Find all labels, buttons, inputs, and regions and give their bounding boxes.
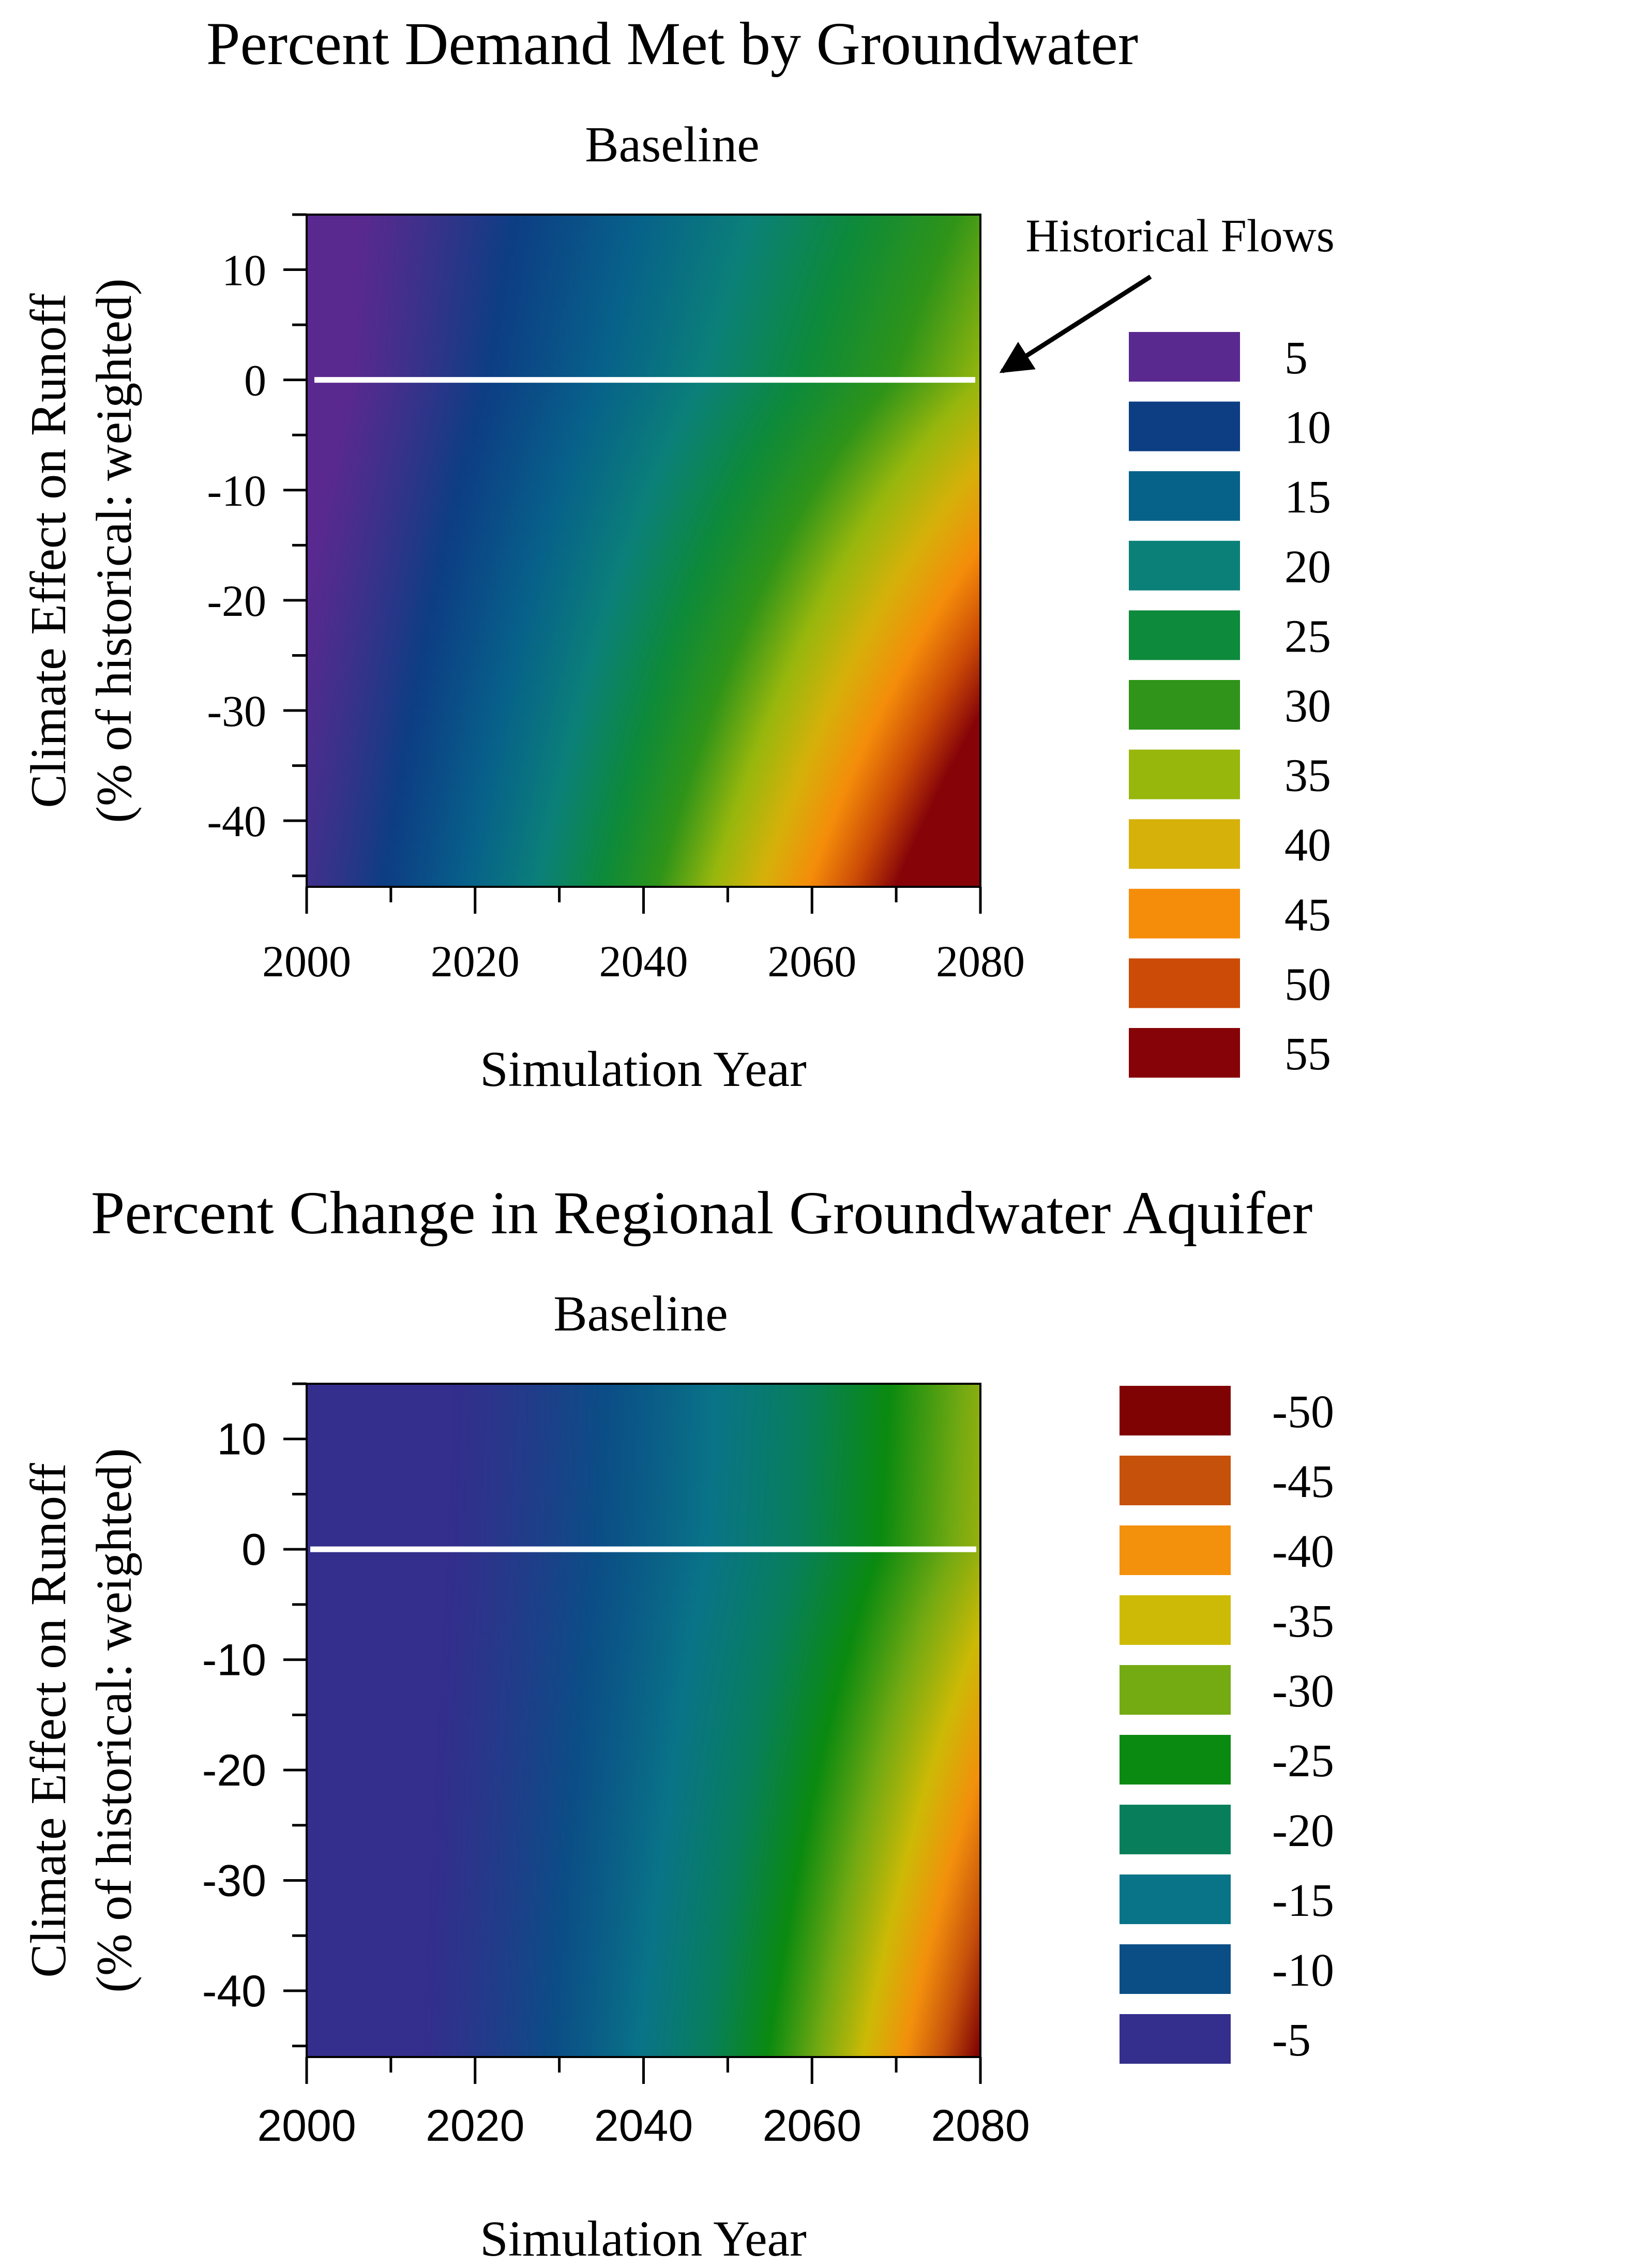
x-tick-label: 2040 xyxy=(594,2101,693,2151)
legend: 5 10 15 20 25 30 35 40 45 50 55 xyxy=(1129,332,1331,1080)
legend-label: -20 xyxy=(1272,1805,1334,1856)
x-axis-label: Simulation Year xyxy=(480,2211,807,2267)
x-tick-label: 2060 xyxy=(767,936,856,986)
x-axis: 2000 2020 2040 2060 2080 xyxy=(257,2057,1030,2151)
legend-swatch xyxy=(1120,1805,1231,1854)
legend-swatch xyxy=(1120,1456,1231,1505)
legend-swatch xyxy=(1129,471,1240,521)
legend-swatch xyxy=(1129,749,1240,799)
x-axis: 2000 2020 2040 2060 2080 xyxy=(262,887,1025,986)
legend-swatch xyxy=(1129,610,1240,660)
legend-swatch xyxy=(1129,888,1240,939)
legend-swatch xyxy=(1120,1735,1231,1785)
legend-label: 45 xyxy=(1284,889,1331,941)
chart-demand-met: Percent Demand Met by Groundwater Baseli… xyxy=(21,10,1335,1097)
legend-swatch xyxy=(1129,540,1240,591)
legend-label: 40 xyxy=(1284,820,1331,871)
chart-subtitle: Baseline xyxy=(553,1286,728,1342)
legend-label: 35 xyxy=(1284,750,1331,802)
y-axis-label-line2: (% of historical: weighted) xyxy=(86,1448,142,1992)
contour-fill xyxy=(307,215,980,887)
legend-swatch xyxy=(1120,1595,1231,1645)
legend: -50 -45 -40 -35 -30 -25 -20 -15 -10 -5 xyxy=(1120,1386,1334,2066)
y-tick-label: -10 xyxy=(207,466,266,516)
x-tick-label: 2060 xyxy=(763,2101,861,2151)
legend-label: -45 xyxy=(1272,1456,1334,1507)
y-tick-label: -20 xyxy=(202,1746,266,1795)
historical-flows-annotation: Historical Flows xyxy=(1025,210,1334,262)
legend-label: 30 xyxy=(1284,681,1331,732)
y-axis-label-line1: Climate Effect on Runoff xyxy=(21,1463,77,1978)
legend-label: 50 xyxy=(1284,959,1331,1010)
x-tick-label: 2000 xyxy=(262,936,351,986)
y-tick-label: -30 xyxy=(202,1856,266,1906)
plot-area xyxy=(306,214,981,888)
legend-label: 15 xyxy=(1284,472,1331,523)
x-tick-label: 2020 xyxy=(426,2101,524,2151)
legend-label: -30 xyxy=(1272,1666,1334,1717)
legend-label: -25 xyxy=(1272,1735,1334,1787)
legend-label: 10 xyxy=(1284,402,1331,453)
legend-label: 5 xyxy=(1284,332,1308,384)
legend-swatch xyxy=(1129,958,1240,1008)
chart-title: Percent Change in Regional Groundwater A… xyxy=(91,1179,1313,1247)
y-tick-label: -10 xyxy=(202,1636,266,1685)
x-axis-label: Simulation Year xyxy=(480,1041,807,1097)
legend-swatch xyxy=(1120,1665,1231,1715)
legend-label: 20 xyxy=(1284,541,1331,593)
contour-fill xyxy=(307,1384,980,2057)
y-tick-label: -40 xyxy=(207,796,266,846)
y-axis: 10 0 -10 -20 -30 -40 xyxy=(207,213,307,878)
chart-title: Percent Demand Met by Groundwater xyxy=(206,10,1138,78)
y-axis-label-line1: Climate Effect on Runoff xyxy=(21,293,77,808)
y-tick-label: 10 xyxy=(222,246,266,295)
y-tick-label: 0 xyxy=(241,1525,266,1575)
legend-swatch xyxy=(1120,1386,1231,1435)
x-tick-label: 2040 xyxy=(599,936,688,986)
y-axis: 10 0 -10 -20 -30 -40 xyxy=(202,1382,307,2048)
x-tick-label: 2020 xyxy=(431,936,520,986)
y-tick-label: 0 xyxy=(244,356,266,405)
legend-label: -5 xyxy=(1272,2015,1311,2066)
legend-label: -15 xyxy=(1272,1875,1334,1926)
legend-swatch xyxy=(1129,332,1240,382)
x-tick-label: 2000 xyxy=(257,2101,356,2151)
legend-label: -50 xyxy=(1272,1386,1334,1438)
y-tick-label: -30 xyxy=(207,686,266,736)
chart-aquifer-change: Percent Change in Regional Groundwater A… xyxy=(21,1179,1334,2267)
historical-flows-arrow xyxy=(999,275,1152,373)
legend-label: 55 xyxy=(1284,1029,1331,1080)
y-axis-label-line2: (% of historical: weighted) xyxy=(86,278,142,823)
legend-label: -40 xyxy=(1272,1526,1334,1577)
y-tick-label: -20 xyxy=(207,576,266,626)
legend-swatch xyxy=(1120,1944,1231,1994)
legend-swatch xyxy=(1129,680,1240,730)
plot-area xyxy=(306,1383,981,2058)
legend-label: 25 xyxy=(1284,611,1331,662)
y-tick-label: -40 xyxy=(202,1967,266,2016)
legend-swatch xyxy=(1129,1028,1240,1078)
legend-swatch xyxy=(1129,819,1240,869)
legend-swatch xyxy=(1120,2014,1231,2064)
x-tick-label: 2080 xyxy=(936,936,1025,986)
legend-swatch xyxy=(1120,1874,1231,1924)
legend-swatch xyxy=(1129,401,1240,451)
chart-subtitle: Baseline xyxy=(585,117,759,173)
x-tick-label: 2080 xyxy=(931,2101,1030,2151)
y-tick-label: 10 xyxy=(217,1415,266,1464)
legend-label: -35 xyxy=(1272,1596,1334,1647)
legend-swatch xyxy=(1120,1525,1231,1575)
legend-label: -10 xyxy=(1272,1945,1334,1996)
